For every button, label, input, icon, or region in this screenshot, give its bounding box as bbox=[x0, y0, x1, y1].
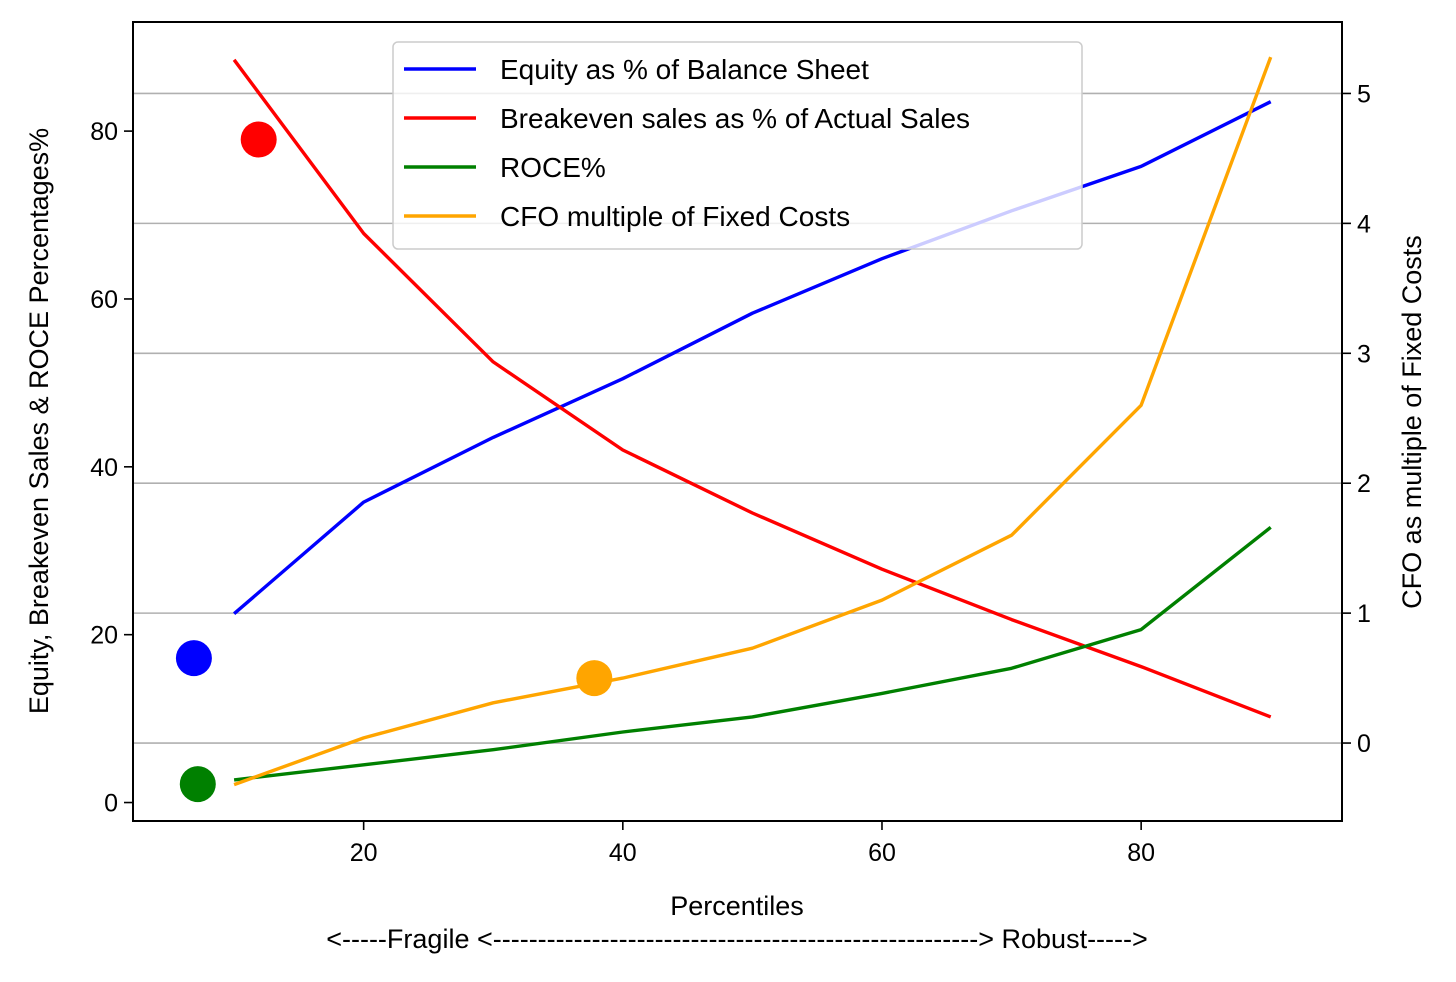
y-tick-label: 60 bbox=[90, 286, 118, 314]
y2-tick-label: 3 bbox=[1357, 340, 1371, 368]
highlight-marker-3 bbox=[576, 660, 613, 697]
y-axis-right-ticks: 0 1 2 3 4 5 bbox=[1342, 80, 1371, 758]
highlight-marker-1 bbox=[240, 121, 277, 158]
series-line-3 bbox=[233, 56, 1273, 787]
y2-tick-label: 5 bbox=[1357, 80, 1371, 108]
legend-label-1: Breakeven sales as % of Actual Sales bbox=[500, 103, 970, 134]
series-line-0 bbox=[232, 100, 1272, 615]
series-lines bbox=[232, 56, 1273, 787]
series-line-2 bbox=[233, 525, 1272, 782]
series-line-1 bbox=[232, 58, 1272, 719]
y-tick-label: 20 bbox=[90, 622, 118, 650]
plot-frame bbox=[132, 21, 1343, 822]
legend-label-3: CFO multiple of Fixed Costs bbox=[500, 201, 850, 232]
y2-tick-label: 2 bbox=[1357, 470, 1371, 498]
y-tick-label: 0 bbox=[104, 790, 118, 818]
highlight-marker-0 bbox=[175, 640, 212, 677]
y2-tick-label: 0 bbox=[1357, 730, 1371, 758]
legend-label-0: Equity as % of Balance Sheet bbox=[500, 54, 869, 85]
x-tick-label: 20 bbox=[350, 839, 378, 867]
y-axis-right-label: CFO as multiple of Fixed Costs bbox=[1397, 235, 1427, 609]
legend: Equity as % of Balance Sheet Breakeven sa… bbox=[392, 41, 1083, 250]
y-tick-label: 40 bbox=[90, 454, 118, 482]
x-axis-label: Percentiles bbox=[670, 891, 804, 921]
y2-tick-label: 4 bbox=[1357, 210, 1371, 238]
x-tick-label: 80 bbox=[1127, 839, 1155, 867]
highlight-marker-2 bbox=[179, 766, 216, 803]
legend-box bbox=[392, 41, 1083, 250]
x-axis-sublabel: <-----Fragile <-------------------------… bbox=[326, 924, 1148, 954]
highlight-markers bbox=[175, 121, 613, 803]
legend-label-2: ROCE% bbox=[500, 152, 606, 183]
x-tick-label: 40 bbox=[609, 839, 637, 867]
y-tick-label: 80 bbox=[90, 118, 118, 146]
x-axis-ticks: 20 40 60 80 bbox=[350, 821, 1155, 867]
y-axis-left-label: Equity, Breakeven Sales & ROCE Percentag… bbox=[24, 128, 54, 714]
y-axis-left-ticks: 0 20 40 60 80 bbox=[90, 118, 133, 818]
y2-tick-label: 1 bbox=[1357, 600, 1371, 628]
x-tick-label: 60 bbox=[868, 839, 896, 867]
